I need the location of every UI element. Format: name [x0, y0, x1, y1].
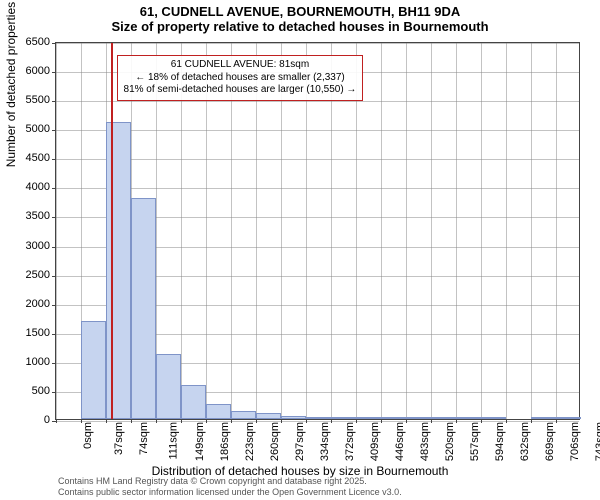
- y-tick-label: 2500: [10, 269, 50, 281]
- y-tick-label: 6500: [10, 36, 50, 48]
- gridline-v: [456, 43, 457, 419]
- source-attribution: Contains HM Land Registry data © Crown c…: [58, 476, 402, 498]
- gridline-v: [56, 43, 57, 419]
- gridline-v: [556, 43, 557, 419]
- y-tick-label: 500: [10, 385, 50, 397]
- x-tick-label: 520sqm: [444, 422, 456, 461]
- title-block: 61, CUDNELL AVENUE, BOURNEMOUTH, BH11 9D…: [0, 0, 600, 34]
- source-line-2: Contains public sector information licen…: [58, 487, 402, 498]
- gridline-v: [506, 43, 507, 419]
- histogram-bar: [306, 417, 331, 419]
- histogram-bar: [231, 411, 256, 419]
- y-axis-label: Number of detached properties: [4, 2, 18, 167]
- histogram-bar: [431, 417, 456, 419]
- gridline-v: [431, 43, 432, 419]
- histogram-bar: [456, 417, 481, 419]
- histogram-bar: [81, 321, 106, 419]
- y-tick-label: 4500: [10, 152, 50, 164]
- histogram-bar: [281, 416, 306, 419]
- histogram-bar: [481, 417, 506, 419]
- x-tick-label: 260sqm: [269, 422, 281, 461]
- source-line-1: Contains HM Land Registry data © Crown c…: [58, 476, 402, 487]
- x-tick-label: 594sqm: [494, 422, 506, 461]
- x-tick-label: 297sqm: [294, 422, 306, 461]
- x-tick-label: 37sqm: [113, 422, 125, 455]
- y-tick-label: 0: [10, 414, 50, 426]
- histogram-bar: [181, 385, 206, 419]
- annotation-line-3: 81% of semi-detached houses are larger (…: [124, 84, 357, 97]
- x-tick-label: 706sqm: [569, 422, 581, 461]
- gridline-h: [56, 130, 579, 131]
- y-tick-label: 3000: [10, 240, 50, 252]
- y-tick-label: 5500: [10, 94, 50, 106]
- x-tick-label: 743sqm: [594, 422, 600, 461]
- x-tick-label: 223sqm: [244, 422, 256, 461]
- gridline-v: [381, 43, 382, 419]
- y-tick-label: 1500: [10, 327, 50, 339]
- x-tick-label: 446sqm: [394, 422, 406, 461]
- gridline-h: [56, 43, 579, 44]
- gridline-v: [481, 43, 482, 419]
- histogram-bar: [256, 413, 281, 419]
- x-tick-label: 372sqm: [345, 422, 357, 461]
- x-tick-label: 149sqm: [194, 422, 206, 461]
- x-tick-label: 186sqm: [219, 422, 231, 461]
- y-tick-label: 1000: [10, 356, 50, 368]
- histogram-bar: [106, 122, 131, 419]
- histogram-bar: [131, 198, 156, 419]
- gridline-h: [56, 101, 579, 102]
- x-tick-label: 111sqm: [167, 422, 179, 460]
- x-tick-label: 483sqm: [419, 422, 431, 461]
- histogram-bar: [406, 417, 431, 419]
- annotation-line-1: 61 CUDNELL AVENUE: 81sqm: [124, 59, 357, 72]
- y-tick-label: 4000: [10, 181, 50, 193]
- histogram-bar: [381, 417, 406, 419]
- histogram-bar: [556, 417, 581, 419]
- annotation-box: 61 CUDNELL AVENUE: 81sqm ← 18% of detach…: [117, 55, 364, 101]
- y-tick-label: 2000: [10, 298, 50, 310]
- y-tick-label: 6000: [10, 65, 50, 77]
- histogram-bar: [331, 417, 356, 419]
- x-tick-label: 632sqm: [520, 422, 532, 461]
- x-tick-label: 557sqm: [469, 422, 481, 461]
- y-tick-label: 3500: [10, 210, 50, 222]
- x-tick-label: 74sqm: [138, 422, 150, 455]
- plot-area: 61 CUDNELL AVENUE: 81sqm ← 18% of detach…: [55, 42, 580, 420]
- y-tick-label: 5000: [10, 123, 50, 135]
- histogram-bar: [531, 417, 556, 419]
- x-tick-label: 669sqm: [544, 422, 556, 461]
- gridline-h: [56, 188, 579, 189]
- chart-subtitle: Size of property relative to detached ho…: [0, 19, 600, 34]
- x-tick-label: 334sqm: [319, 422, 331, 461]
- x-tick-label: 409sqm: [369, 422, 381, 461]
- x-tick-label: 0sqm: [82, 422, 94, 449]
- histogram-bar: [206, 404, 231, 419]
- gridline-v: [406, 43, 407, 419]
- histogram-bar: [356, 417, 381, 419]
- gridline-h: [56, 159, 579, 160]
- chart-title: 61, CUDNELL AVENUE, BOURNEMOUTH, BH11 9D…: [0, 4, 600, 19]
- marker-line: [111, 43, 113, 419]
- histogram-bar: [156, 354, 181, 419]
- annotation-line-2: ← 18% of detached houses are smaller (2,…: [124, 72, 357, 85]
- gridline-v: [531, 43, 532, 419]
